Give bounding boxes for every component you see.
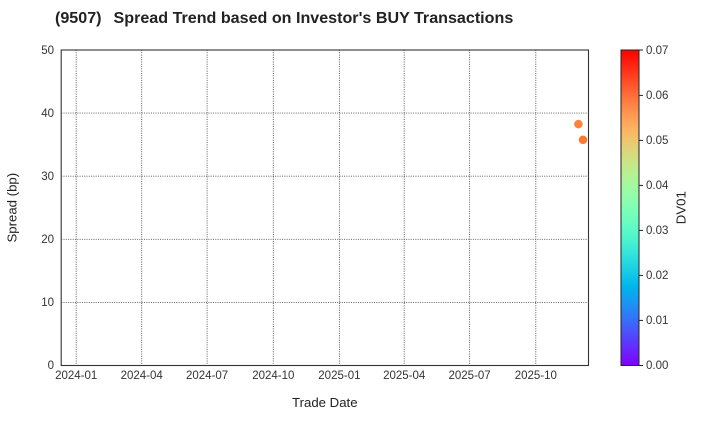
svg-text:0.05: 0.05 (646, 135, 668, 147)
svg-text:30: 30 (41, 171, 54, 183)
svg-text:0.04: 0.04 (646, 180, 669, 192)
svg-text:2024-04: 2024-04 (121, 370, 164, 382)
svg-text:0.03: 0.03 (646, 225, 668, 237)
svg-text:20: 20 (41, 234, 54, 246)
svg-text:0.02: 0.02 (646, 270, 668, 282)
svg-text:0: 0 (48, 360, 54, 372)
svg-text:2025-04: 2025-04 (383, 370, 426, 382)
svg-text:0.01: 0.01 (646, 315, 668, 327)
svg-text:DV01: DV01 (674, 191, 689, 224)
svg-text:(9507)Spread Trend based on In: (9507) Spread Trend based on Investor's B… (55, 9, 513, 27)
svg-text:2025-07: 2025-07 (448, 370, 490, 382)
svg-text:Trade Date: Trade Date (292, 395, 357, 410)
svg-text:0.06: 0.06 (646, 90, 668, 102)
svg-text:40: 40 (41, 108, 54, 120)
svg-text:2025-01: 2025-01 (318, 370, 360, 382)
svg-text:50: 50 (41, 45, 54, 57)
svg-text:2024-01: 2024-01 (55, 370, 97, 382)
svg-text:0.00: 0.00 (646, 360, 668, 372)
svg-text:2024-07: 2024-07 (186, 370, 228, 382)
svg-text:Spread (bp): Spread (bp) (5, 173, 20, 243)
svg-text:2025-10: 2025-10 (515, 370, 557, 382)
svg-text:2024-10: 2024-10 (252, 370, 294, 382)
svg-text:10: 10 (41, 297, 54, 309)
svg-text:0.07: 0.07 (646, 45, 668, 57)
